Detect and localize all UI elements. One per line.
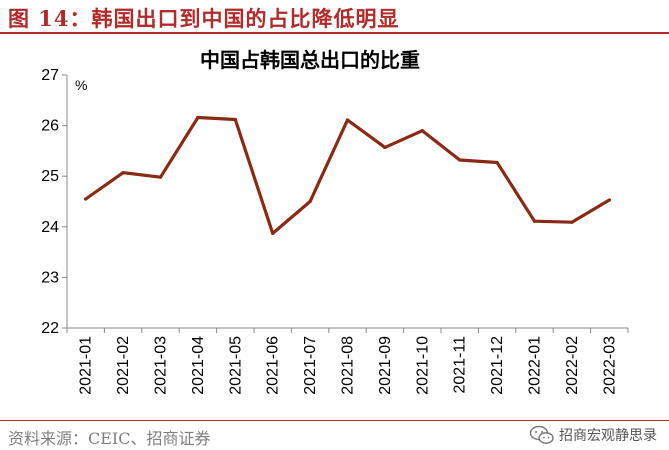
data-point (308, 199, 312, 204)
x-tick-label: 2021-11 (452, 336, 469, 394)
x-tick-label: 2021-04 (190, 336, 207, 395)
wechat-icon (529, 425, 554, 444)
y-axis-unit-label: % (75, 77, 87, 93)
chart-title: 中国占韩国总出口的比重 (200, 48, 420, 72)
axes: 22 23 24 25 26 27 2021-01 2021-02 2021-03 2021-04… (41, 67, 629, 395)
watermark-text: 招商宏观静思录 (559, 428, 657, 444)
data-point (532, 219, 537, 223)
y-tick-label: 27 (41, 67, 59, 84)
data-point (271, 231, 275, 235)
data-point (420, 129, 424, 133)
x-tick-label: 2021-07 (302, 336, 319, 395)
source-note: 资料来源：CEIC、招商证券 (8, 429, 211, 448)
x-tick-label: 2021-08 (340, 336, 357, 395)
x-tick-label: 2021-09 (377, 336, 394, 395)
y-tick-label: 22 (41, 320, 59, 337)
footer-divider (0, 420, 669, 421)
x-tick-label: 2022-03 (601, 336, 618, 395)
data-point (383, 145, 387, 149)
data-point (607, 198, 611, 202)
y-tick-label: 24 (41, 219, 59, 236)
data-point (570, 220, 574, 224)
figure-header: 图 14：韩国出口到中国的占比降低明显 (0, 0, 669, 34)
series-layer (84, 115, 611, 235)
x-tick-label: 2022-01 (527, 336, 544, 395)
data-point (458, 158, 462, 162)
data-point (345, 118, 350, 122)
data-point (196, 115, 200, 120)
x-tick-label: 2021-03 (153, 336, 170, 395)
x-tick-label: 2021-02 (115, 336, 132, 395)
figure-title: 图 14：韩国出口到中国的占比降低明显 (8, 6, 400, 31)
y-tick-label: 26 (41, 118, 59, 135)
watermark: 招商宏观静思录 (529, 424, 657, 446)
x-tick-label: 2022-02 (564, 336, 581, 395)
y-tick-label: 25 (41, 168, 59, 185)
x-tick-label: 2021-01 (78, 336, 95, 395)
x-tick-label: 2021-12 (489, 336, 506, 395)
data-point (158, 175, 163, 179)
data-point (121, 171, 125, 175)
x-tick-label: 2021-10 (414, 336, 431, 395)
x-tick-label: 2021-05 (227, 336, 244, 395)
data-point (233, 117, 237, 122)
y-tick-label: 23 (41, 269, 59, 286)
series-line (84, 115, 611, 235)
x-tick-label: 2021-06 (265, 336, 282, 395)
data-point (495, 160, 499, 165)
data-point (84, 197, 88, 201)
